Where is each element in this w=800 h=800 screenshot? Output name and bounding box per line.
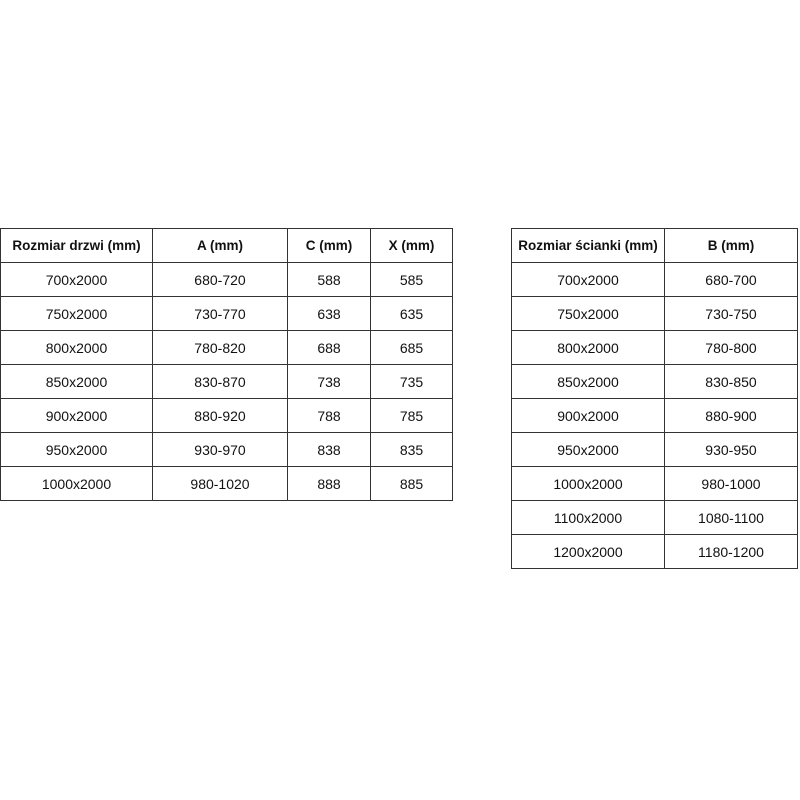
table-row: 950x2000 930-950: [511, 432, 798, 467]
table-cell: 1080-1100: [664, 500, 798, 535]
table-cell: 888: [287, 466, 371, 501]
table-cell: 930-970: [152, 432, 288, 467]
table-row: 1100x2000 1080-1100: [511, 500, 798, 535]
table-cell: 900x2000: [511, 398, 665, 433]
table-cell: 635: [370, 296, 453, 331]
table-row: 1000x2000 980-1020 888 885: [0, 466, 453, 501]
table-cell: 700x2000: [0, 262, 153, 297]
table-cell: 980-1020: [152, 466, 288, 501]
table-cell: 830-870: [152, 364, 288, 399]
table-cell: 800x2000: [0, 330, 153, 365]
table-cell: 900x2000: [0, 398, 153, 433]
table-cell: 1100x2000: [511, 500, 665, 535]
column-header: A (mm): [152, 228, 288, 263]
table-cell: 950x2000: [511, 432, 665, 467]
table-cell: 780-820: [152, 330, 288, 365]
table-cell: 880-920: [152, 398, 288, 433]
column-header: Rozmiar drzwi (mm): [0, 228, 153, 263]
table-cell: 1200x2000: [511, 534, 665, 569]
column-header: Rozmiar ścianki (mm): [511, 228, 665, 263]
wall-size-table: Rozmiar ścianki (mm) B (mm) 700x2000 680-7…: [511, 228, 798, 569]
table-cell: 750x2000: [511, 296, 665, 331]
table-cell: 880-900: [664, 398, 798, 433]
table-row: 900x2000 880-920 788 785: [0, 398, 453, 433]
table-row: 750x2000 730-770 638 635: [0, 296, 453, 331]
table-cell: 1000x2000: [0, 466, 153, 501]
table-cell: 1000x2000: [511, 466, 665, 501]
table-cell: 680-700: [664, 262, 798, 297]
table-row: 700x2000 680-720 588 585: [0, 262, 453, 297]
table-cell: 730-770: [152, 296, 288, 331]
table-cell: 585: [370, 262, 453, 297]
table-cell: 830-850: [664, 364, 798, 399]
table-header-row: Rozmiar ścianki (mm) B (mm): [511, 228, 798, 263]
table-cell: 730-750: [664, 296, 798, 331]
table-row: 800x2000 780-820 688 685: [0, 330, 453, 365]
table-cell: 838: [287, 432, 371, 467]
table-cell: 980-1000: [664, 466, 798, 501]
table-row: 800x2000 780-800: [511, 330, 798, 365]
table-cell: 780-800: [664, 330, 798, 365]
table-cell: 750x2000: [0, 296, 153, 331]
column-header: X (mm): [370, 228, 453, 263]
table-cell: 680-720: [152, 262, 288, 297]
table-row: 850x2000 830-850: [511, 364, 798, 399]
table-cell: 738: [287, 364, 371, 399]
table-cell: 800x2000: [511, 330, 665, 365]
table-cell: 850x2000: [511, 364, 665, 399]
table-cell: 850x2000: [0, 364, 153, 399]
table-row: 1200x2000 1180-1200: [511, 534, 798, 569]
door-size-table: Rozmiar drzwi (mm) A (mm) C (mm) X (mm) 700…: [0, 228, 453, 501]
table-cell: 950x2000: [0, 432, 153, 467]
table-cell: 930-950: [664, 432, 798, 467]
table-row: 750x2000 730-750: [511, 296, 798, 331]
table-row: 950x2000 930-970 838 835: [0, 432, 453, 467]
table-cell: 835: [370, 432, 453, 467]
table-cell: 885: [370, 466, 453, 501]
table-row: 1000x2000 980-1000: [511, 466, 798, 501]
column-header: C (mm): [287, 228, 371, 263]
table-cell: 588: [287, 262, 371, 297]
table-cell: 685: [370, 330, 453, 365]
table-cell: 785: [370, 398, 453, 433]
table-cell: 735: [370, 364, 453, 399]
table-row: 700x2000 680-700: [511, 262, 798, 297]
column-header: B (mm): [664, 228, 798, 263]
table-row: 900x2000 880-900: [511, 398, 798, 433]
table-cell: 688: [287, 330, 371, 365]
table-header-row: Rozmiar drzwi (mm) A (mm) C (mm) X (mm): [0, 228, 453, 263]
table-cell: 788: [287, 398, 371, 433]
table-cell: 700x2000: [511, 262, 665, 297]
table-cell: 1180-1200: [664, 534, 798, 569]
table-row: 850x2000 830-870 738 735: [0, 364, 453, 399]
table-cell: 638: [287, 296, 371, 331]
